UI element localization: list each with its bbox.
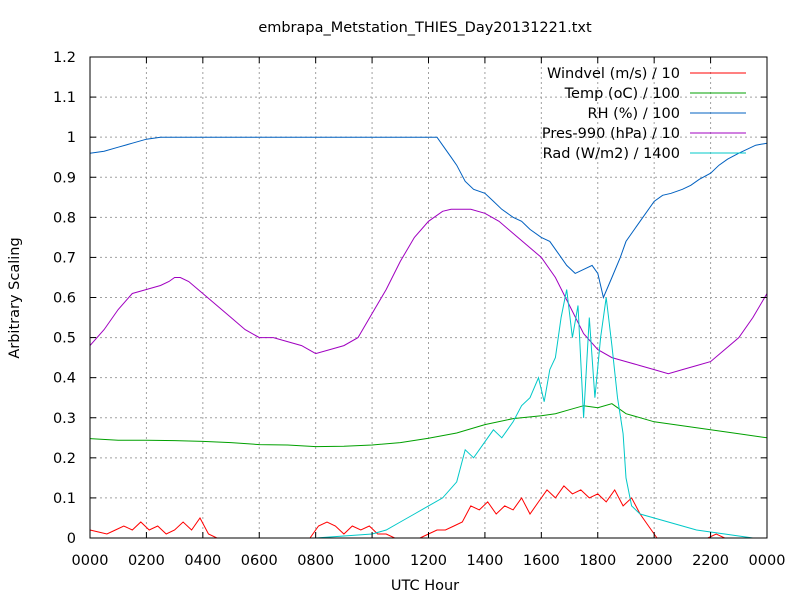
series-line-5 — [90, 289, 767, 539]
legend-label-5: Rad (W/m2) / 1400 — [543, 146, 680, 162]
legend-label-4: Pres-990 (hPa) / 10 — [542, 126, 680, 142]
y-tick-label: 1 — [67, 130, 76, 146]
x-tick-label: 0800 — [297, 553, 334, 569]
y-tick-label: 1.2 — [53, 50, 76, 66]
x-tick-label: 0000 — [749, 553, 786, 569]
series-line-2 — [89, 403, 768, 448]
x-tick-label: 0200 — [128, 553, 165, 569]
y-tick-label: 0 — [67, 531, 76, 547]
x-tick-label: 1200 — [410, 553, 447, 569]
x-tick-label: 1000 — [354, 553, 391, 569]
x-tick-label: 1800 — [579, 553, 616, 569]
x-tick-label: 1400 — [466, 553, 503, 569]
y-tick-label: 0.1 — [53, 491, 76, 507]
x-tick-label: 0000 — [72, 553, 109, 569]
y-tick-label: 0.4 — [53, 371, 76, 387]
x-tick-label: 2200 — [692, 553, 729, 569]
legend-label-3: RH (%) / 100 — [588, 106, 680, 122]
y-tick-label: 1.1 — [53, 90, 76, 106]
series-line-4 — [89, 208, 768, 375]
y-tick-label: 0.7 — [53, 250, 76, 266]
y-tick-label: 0.5 — [53, 331, 76, 347]
series-line-3 — [89, 136, 768, 300]
axes: 0 0.1 0.2 0.3 0.4 0.5 0.6 0.7 0.8 0.9 1 1.1 1.2 0000 0… — [53, 50, 786, 569]
legend-label-2: Temp (oC) / 100 — [564, 86, 680, 102]
x-axis-label: UTC Hour — [391, 578, 459, 594]
y-tick-label: 0.3 — [53, 411, 76, 427]
chart-title: embrapa_Metstation_THIES_Day20131221.txt — [258, 20, 592, 36]
x-tick-label: 0400 — [184, 553, 221, 569]
y-tick-label: 0.9 — [53, 170, 76, 186]
legend: Windvel (m/s) / 10 Temp (oC) / 100 RH (%) … — [542, 66, 746, 162]
y-tick-label: 0.2 — [53, 451, 76, 467]
x-tick-label: 1600 — [523, 553, 560, 569]
x-tick-label: 2000 — [636, 553, 673, 569]
legend-label-1: Windvel (m/s) / 10 — [547, 66, 680, 82]
plot-frame — [89, 56, 768, 539]
y-tick-label: 0.6 — [53, 291, 76, 307]
y-tick-label: 0.8 — [53, 210, 76, 226]
y-axis-label: Arbitrary Scaling — [7, 237, 23, 358]
x-tick-label: 0600 — [241, 553, 278, 569]
